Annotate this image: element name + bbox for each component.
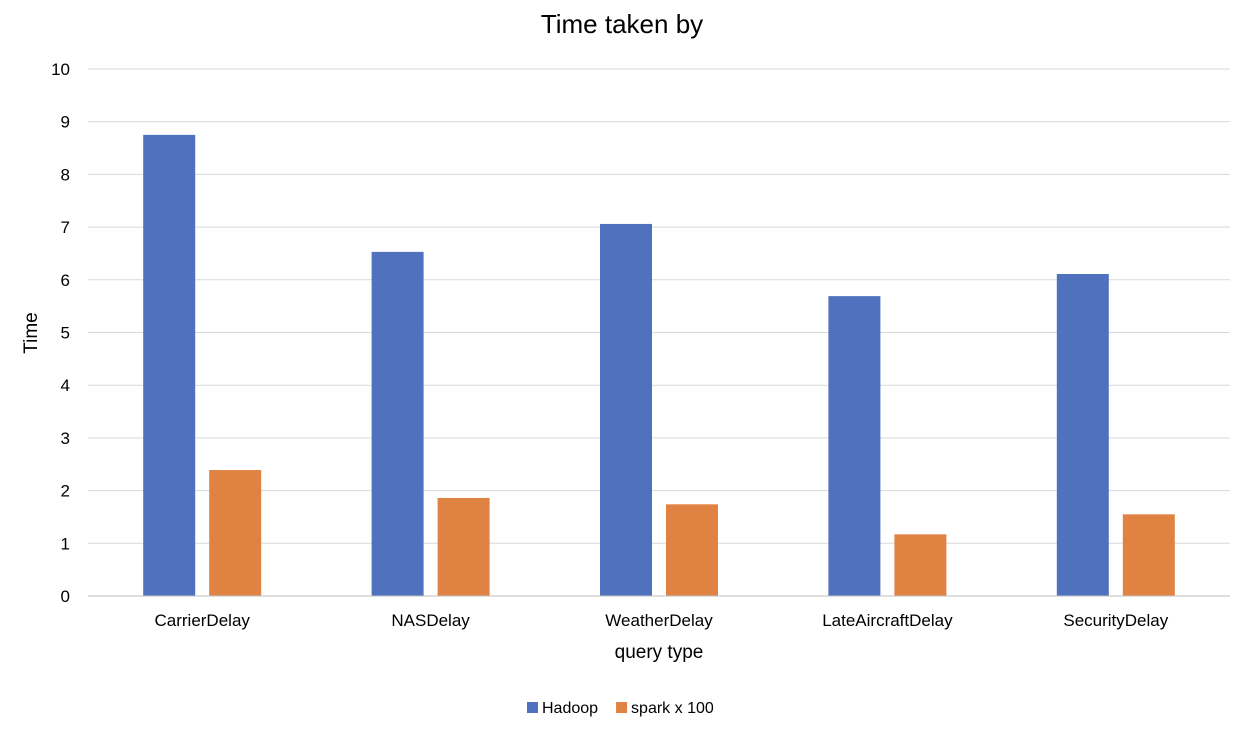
y-tick-label: 0 <box>61 587 70 606</box>
legend-label: Hadoop <box>542 700 598 717</box>
legend-label: spark x 100 <box>631 700 714 717</box>
y-tick-label: 3 <box>61 429 70 448</box>
y-axis-title: Time <box>21 312 42 354</box>
x-axis-title: query type <box>615 642 704 663</box>
x-axis-ticks: CarrierDelay NASDelay WeatherDelay LateAirc… <box>154 611 1168 630</box>
y-axis-ticks: 0 1 2 3 4 5 6 7 8 9 10 <box>51 60 70 606</box>
y-tick-label: 1 <box>61 534 70 553</box>
gridlines <box>88 68 1230 544</box>
chart-title: Time taken by <box>541 9 703 39</box>
legend: Hadoop spark x 100 <box>527 700 714 717</box>
x-tick-label: WeatherDelay <box>605 611 713 630</box>
y-tick-label: 10 <box>51 60 70 79</box>
legend-swatch <box>616 702 628 713</box>
x-tick-label: LateAircraftDelay <box>822 611 953 630</box>
y-tick-label: 6 <box>61 271 70 290</box>
bar-spark-x-100-weatherdelay <box>666 504 718 596</box>
x-tick-label: NASDelay <box>391 611 470 630</box>
bar-hadoop-nasdelay <box>371 251 424 596</box>
bar-hadoop-securitydelay <box>1056 274 1109 596</box>
y-tick-label: 5 <box>61 324 70 343</box>
y-tick-label: 2 <box>61 482 70 501</box>
bar-spark-x-100-carrierdelay <box>209 470 262 596</box>
y-tick-label: 4 <box>61 376 70 395</box>
y-tick-label: 7 <box>61 218 70 237</box>
bar-hadoop-carrierdelay <box>143 134 196 596</box>
legend-swatch <box>527 702 538 713</box>
y-tick-label: 8 <box>61 165 70 184</box>
y-tick-label: 9 <box>61 113 70 132</box>
x-tick-label: CarrierDelay <box>154 611 250 630</box>
bar-hadoop-weatherdelay <box>600 223 652 597</box>
bar-hadoop-lateaircraftdelay <box>828 296 881 596</box>
bars <box>143 134 1175 597</box>
bar-spark-x-100-lateaircraftdelay <box>894 534 947 596</box>
x-tick-label: SecurityDelay <box>1063 611 1168 630</box>
bar-spark-x-100-securitydelay <box>1122 514 1175 596</box>
bar-spark-x-100-nasdelay <box>437 497 490 596</box>
